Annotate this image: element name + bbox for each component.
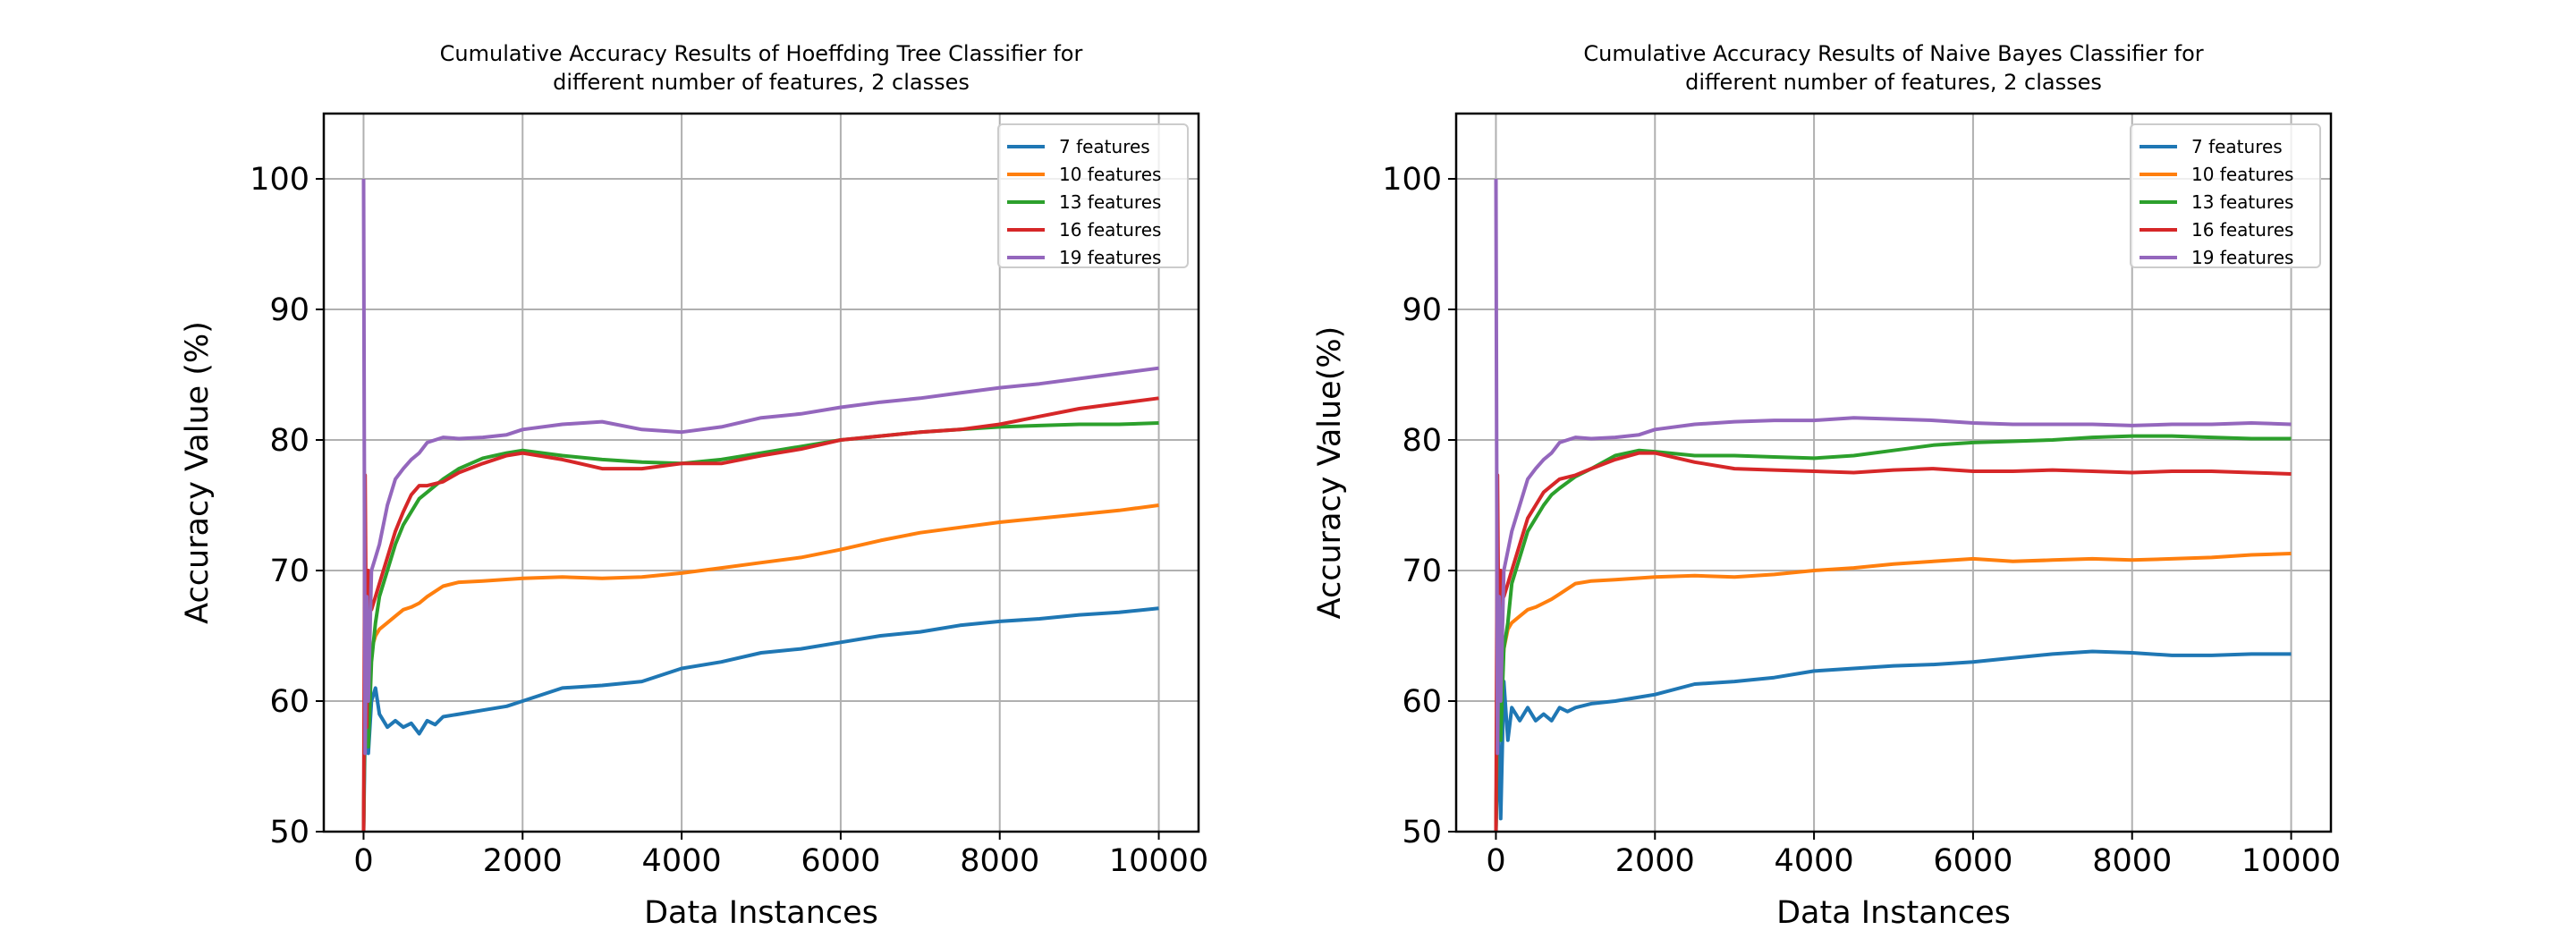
series-line-13-features — [361, 421, 1159, 832]
y-tick-label: 100 — [1382, 162, 1442, 198]
legend-entry-label: 16 features — [2191, 219, 2293, 241]
y-tick-label: 100 — [250, 162, 309, 198]
x-axis-label: Data Instances — [644, 895, 878, 930]
legend-entry-label: 13 features — [1059, 191, 1161, 213]
series-line-16-features — [1494, 451, 2292, 832]
y-tick-label: 80 — [269, 423, 309, 459]
legend-frame — [997, 123, 1189, 268]
y-tick-label: 50 — [269, 815, 309, 850]
x-axis-label: Data Instances — [1776, 895, 2011, 930]
chart-title: Cumulative Accuracy Results of Hoeffding… — [440, 41, 1083, 66]
chart-panel-2: 0 2000 4000 6000 8000 10000 50 60 70 80 90 100 Cumul… — [1312, 41, 2341, 930]
series-line-7-features — [361, 606, 1159, 832]
series-line-13-features — [1494, 434, 2292, 832]
series-line-16-features — [361, 396, 1159, 832]
legend-entry-label: 7 features — [2191, 136, 2283, 157]
y-tick-label: 90 — [1402, 292, 1442, 328]
series-line-19-features — [1494, 178, 2292, 756]
x-tick-label: 4000 — [1775, 843, 1854, 879]
x-tick-label: 8000 — [2092, 843, 2172, 879]
series-lines — [361, 178, 1159, 832]
legend-entry-label: 10 features — [1059, 164, 1161, 185]
x-tick-label: 2000 — [1615, 843, 1695, 879]
chart-title: Cumulative Accuracy Results of Naive Bay… — [1583, 41, 2203, 66]
x-tick-label: 8000 — [960, 843, 1039, 879]
axes-frame — [322, 112, 1200, 833]
series-lines — [1494, 178, 2292, 832]
legend: 7 features 10 features 13 features 16 featu… — [2130, 123, 2321, 268]
y-tick-label: 70 — [1402, 554, 1442, 589]
y-tick-label: 80 — [1402, 423, 1442, 459]
legend-entry-label: 10 features — [2191, 164, 2293, 185]
x-tick-label: 0 — [1486, 843, 1505, 879]
y-axis-label: Accuracy Value(%) — [1312, 326, 1348, 620]
y-tick-label: 60 — [1402, 684, 1442, 720]
x-tick-label: 10000 — [1109, 843, 1208, 879]
y-tick-label: 70 — [269, 554, 309, 589]
y-tick-label: 90 — [269, 292, 309, 328]
legend-frame — [2130, 123, 2321, 268]
x-tick-label: 10000 — [2241, 843, 2341, 879]
legend-entry-label: 16 features — [1059, 219, 1161, 241]
y-tick-label: 60 — [269, 684, 309, 720]
series-line-10-features — [361, 503, 1159, 832]
y-tick-label: 50 — [1402, 815, 1442, 850]
legend-entry-label: 13 features — [2191, 191, 2293, 213]
series-line-19-features — [361, 178, 1159, 756]
y-axis-label: Accuracy Value (%) — [180, 321, 216, 624]
series-line-10-features — [1494, 552, 2292, 832]
series-line-7-features — [1494, 649, 2292, 832]
chart-subtitle: different number of features, 2 classes — [1685, 70, 2102, 95]
legend-entry-label: 19 features — [2191, 247, 2293, 268]
x-tick-label: 4000 — [642, 843, 722, 879]
x-tick-label: 2000 — [483, 843, 563, 879]
x-tick-label: 6000 — [1933, 843, 2012, 879]
legend-entry-label: 7 features — [1059, 136, 1150, 157]
x-tick-label: 6000 — [801, 843, 880, 879]
chart-panel-1: 0 2000 4000 6000 8000 10000 50 60 70 80 90 100 Cumul… — [180, 41, 1208, 930]
legend-entry-label: 19 features — [1059, 247, 1161, 268]
axes-frame — [1454, 112, 2333, 833]
x-tick-label: 0 — [353, 843, 373, 879]
chart-subtitle: different number of features, 2 classes — [553, 70, 970, 95]
legend: 7 features 10 features 13 features 16 featu… — [997, 123, 1189, 268]
